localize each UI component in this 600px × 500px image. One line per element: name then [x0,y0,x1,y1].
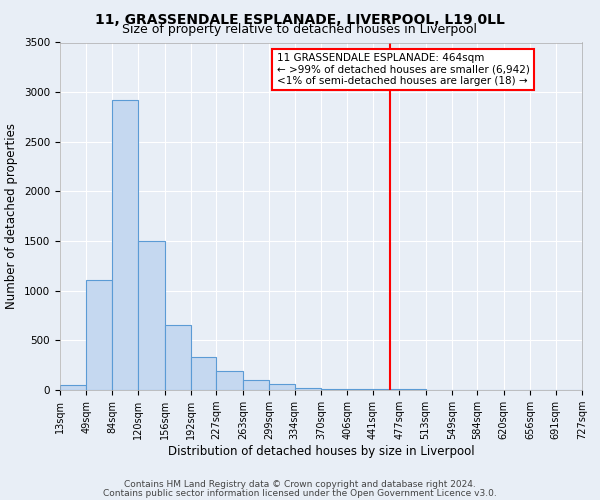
Text: 11, GRASSENDALE ESPLANADE, LIVERPOOL, L19 0LL: 11, GRASSENDALE ESPLANADE, LIVERPOOL, L1… [95,12,505,26]
Bar [373,389,399,390]
Bar [399,389,425,390]
Bar [295,388,321,390]
Bar [86,280,112,390]
Text: Size of property relative to detached houses in Liverpool: Size of property relative to detached ho… [122,22,478,36]
Text: 11 GRASSENDALE ESPLANADE: 464sqm
← >99% of detached houses are smaller (6,942)
<: 11 GRASSENDALE ESPLANADE: 464sqm ← >99% … [277,53,530,86]
Bar [269,384,295,390]
Bar [138,241,164,390]
X-axis label: Distribution of detached houses by size in Liverpool: Distribution of detached houses by size … [167,445,475,458]
Y-axis label: Number of detached properties: Number of detached properties [5,123,19,309]
Bar [321,389,347,390]
Bar [112,100,138,390]
Bar [243,380,269,390]
Bar [347,389,373,390]
Text: Contains HM Land Registry data © Crown copyright and database right 2024.: Contains HM Land Registry data © Crown c… [124,480,476,489]
Bar [191,357,217,390]
Bar [164,326,191,390]
Bar [217,370,243,390]
Bar [60,385,86,390]
Text: Contains public sector information licensed under the Open Government Licence v3: Contains public sector information licen… [103,488,497,498]
